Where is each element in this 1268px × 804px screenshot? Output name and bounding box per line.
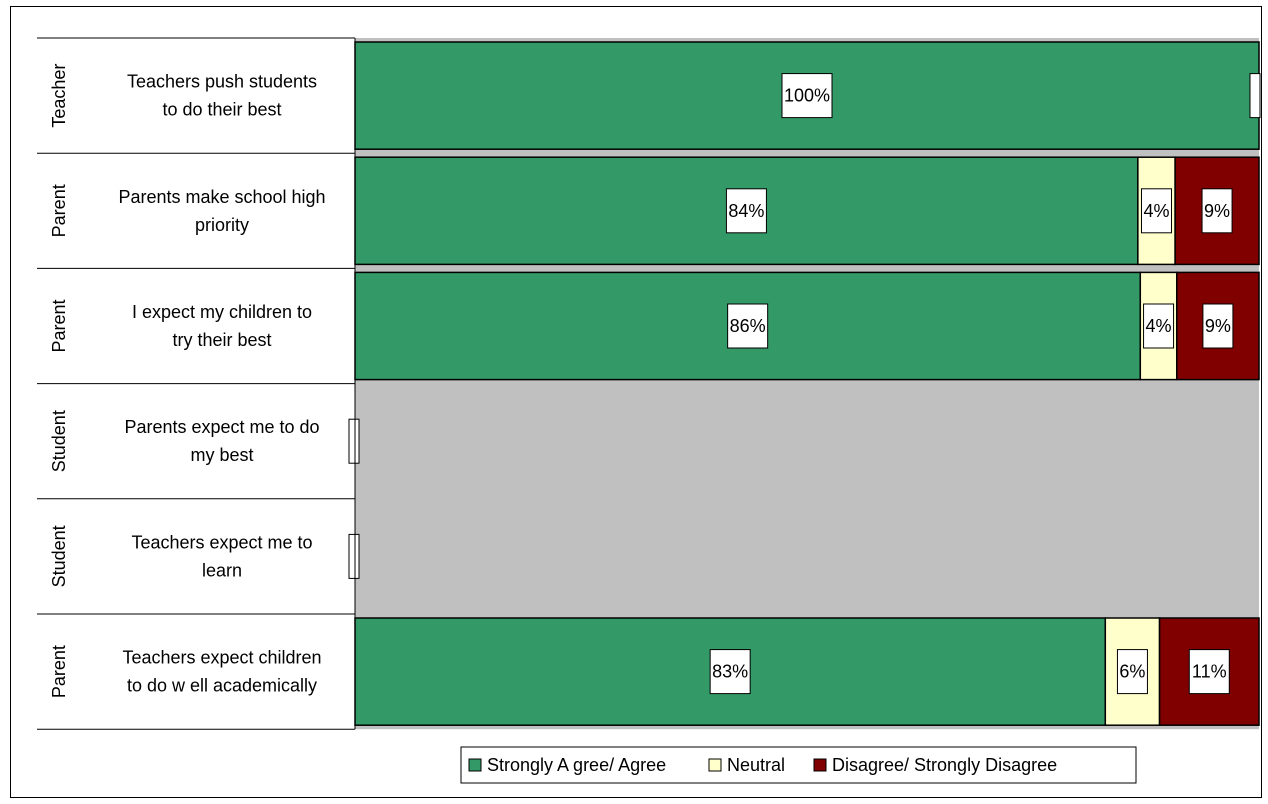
data-label-box xyxy=(1140,188,1172,234)
category-label: Teachers expect children xyxy=(122,648,321,668)
data-label: 4% xyxy=(1143,201,1169,221)
data-label-box xyxy=(781,73,833,119)
data-label: 86% xyxy=(730,316,766,336)
data-label: 11% xyxy=(1192,662,1227,682)
group-label: Parent xyxy=(49,299,69,352)
data-label-box xyxy=(1202,303,1234,349)
group-label: Student xyxy=(49,525,69,587)
category-label: Teachers push students xyxy=(127,72,317,92)
legend-swatch xyxy=(813,758,827,772)
empty-data-label xyxy=(1249,73,1261,119)
category-label: Parents make school high xyxy=(118,187,325,207)
data-label-box xyxy=(709,649,751,695)
empty-data-label xyxy=(348,418,360,464)
data-label-box xyxy=(1116,649,1148,695)
category-label: learn xyxy=(202,560,242,580)
category-label: Teachers expect me to xyxy=(131,532,312,552)
data-label: 100% xyxy=(784,86,830,106)
category-label: I expect my children to xyxy=(132,302,312,322)
category-label: my best xyxy=(190,445,253,465)
group-label: Teacher xyxy=(49,64,69,128)
stacked-bar-chart: Teacher Teachers push students to do their… xyxy=(37,37,1261,784)
data-label: 83% xyxy=(712,662,748,682)
data-label: 9% xyxy=(1205,316,1231,336)
plot-area xyxy=(355,38,1259,730)
empty-data-label xyxy=(348,533,360,579)
legend-label: Disagree/ Strongly Disagree xyxy=(832,755,1057,775)
legend-label: Neutral xyxy=(727,755,785,775)
data-label-box xyxy=(1201,188,1233,234)
group-label: Student xyxy=(49,410,69,472)
data-label-box xyxy=(727,303,769,349)
legend xyxy=(460,746,1137,784)
data-label-box xyxy=(1143,303,1175,349)
legend-swatch xyxy=(708,758,722,772)
legend-label: Strongly A gree/ Agree xyxy=(487,755,666,775)
group-label: Parent xyxy=(49,184,69,237)
data-label: 4% xyxy=(1146,316,1172,336)
group-label: Parent xyxy=(49,645,69,698)
category-label: to do w ell academically xyxy=(127,676,317,696)
category-label: try their best xyxy=(172,330,271,350)
legend-swatch xyxy=(468,758,482,772)
category-label: priority xyxy=(195,215,249,235)
category-label: Parents expect me to do xyxy=(124,417,319,437)
data-label: 84% xyxy=(728,201,764,221)
category-label: to do their best xyxy=(162,100,281,120)
chart-frame: Teacher Teachers push students to do their… xyxy=(10,6,1262,798)
data-label: 6% xyxy=(1119,662,1145,682)
data-label-box xyxy=(1188,649,1230,695)
data-label-box xyxy=(725,188,767,234)
data-label: 9% xyxy=(1204,201,1230,221)
